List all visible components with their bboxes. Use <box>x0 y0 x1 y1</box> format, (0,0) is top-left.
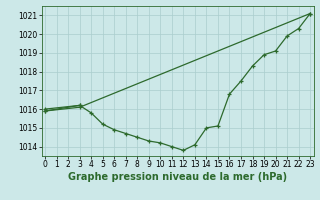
X-axis label: Graphe pression niveau de la mer (hPa): Graphe pression niveau de la mer (hPa) <box>68 172 287 182</box>
